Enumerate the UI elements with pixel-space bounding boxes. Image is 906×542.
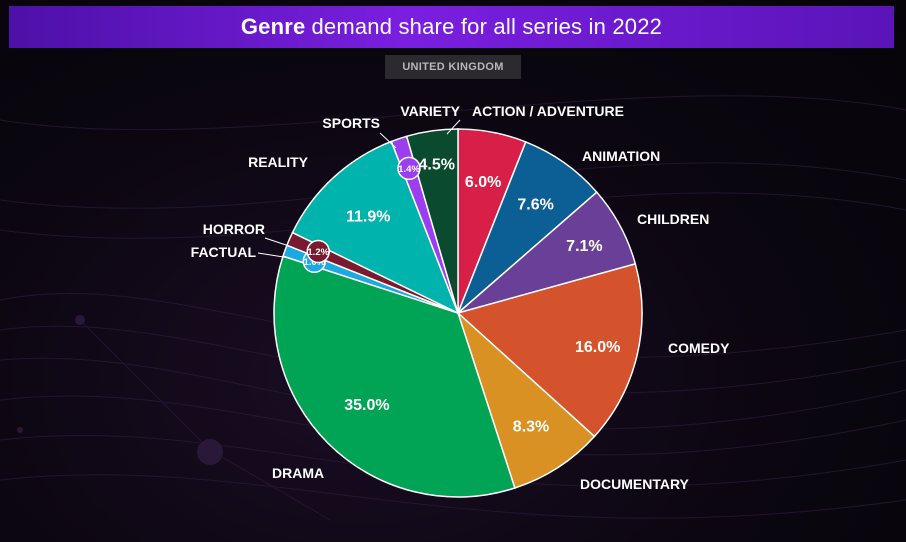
category-label: HORROR <box>203 221 265 237</box>
pie-slice-documentary <box>456 310 596 489</box>
category-label: ACTION / ADVENTURE <box>472 103 624 119</box>
value-label: 6.0% <box>465 174 501 191</box>
region-tag: UNITED KINGDOM <box>385 55 521 79</box>
pie-slice-variety <box>405 128 459 314</box>
chart-title: Genre demand share for all series in 202… <box>9 6 894 48</box>
value-label: 11.9% <box>346 209 390 226</box>
category-label: VARIETY <box>400 103 460 119</box>
category-label: CHILDREN <box>637 211 709 227</box>
category-label: DRAMA <box>272 465 324 481</box>
value-label: 1.2% <box>307 247 329 258</box>
value-bubble <box>306 239 330 264</box>
label-connector <box>379 132 397 149</box>
value-label: 35.0% <box>344 397 389 414</box>
pie-slice-comedy <box>456 262 643 438</box>
value-label: 8.3% <box>513 419 549 436</box>
value-label: 1.4% <box>398 164 420 175</box>
value-label: 7.6% <box>517 196 553 213</box>
value-bubble <box>397 156 421 181</box>
category-label: REALITY <box>248 154 309 170</box>
category-label: DOCUMENTARY <box>580 476 690 492</box>
title-rest: demand share for all series in 2022 <box>311 14 663 39</box>
category-label: FACTUAL <box>191 244 257 260</box>
pie-slice-reality <box>291 140 460 315</box>
category-label: COMEDY <box>668 340 730 356</box>
label-connector <box>264 237 293 248</box>
category-label: SPORTS <box>322 115 380 131</box>
value-label: 4.5% <box>419 157 455 174</box>
title-strong: Genre <box>240 14 306 39</box>
value-label: 7.1% <box>566 238 602 255</box>
value-label: 16.0% <box>575 339 620 356</box>
label-connector <box>446 119 461 135</box>
label-connector <box>257 252 291 259</box>
category-label: ANIMATION <box>582 148 660 164</box>
pie-slice-drama <box>273 255 516 498</box>
